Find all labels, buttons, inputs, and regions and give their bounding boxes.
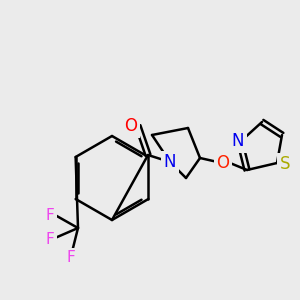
Text: F: F <box>46 232 54 247</box>
Text: O: O <box>124 117 137 135</box>
Text: F: F <box>67 250 75 266</box>
Text: S: S <box>280 155 290 173</box>
Text: N: N <box>164 153 176 171</box>
Text: O: O <box>217 154 230 172</box>
Text: N: N <box>232 132 244 150</box>
Text: F: F <box>46 208 54 223</box>
